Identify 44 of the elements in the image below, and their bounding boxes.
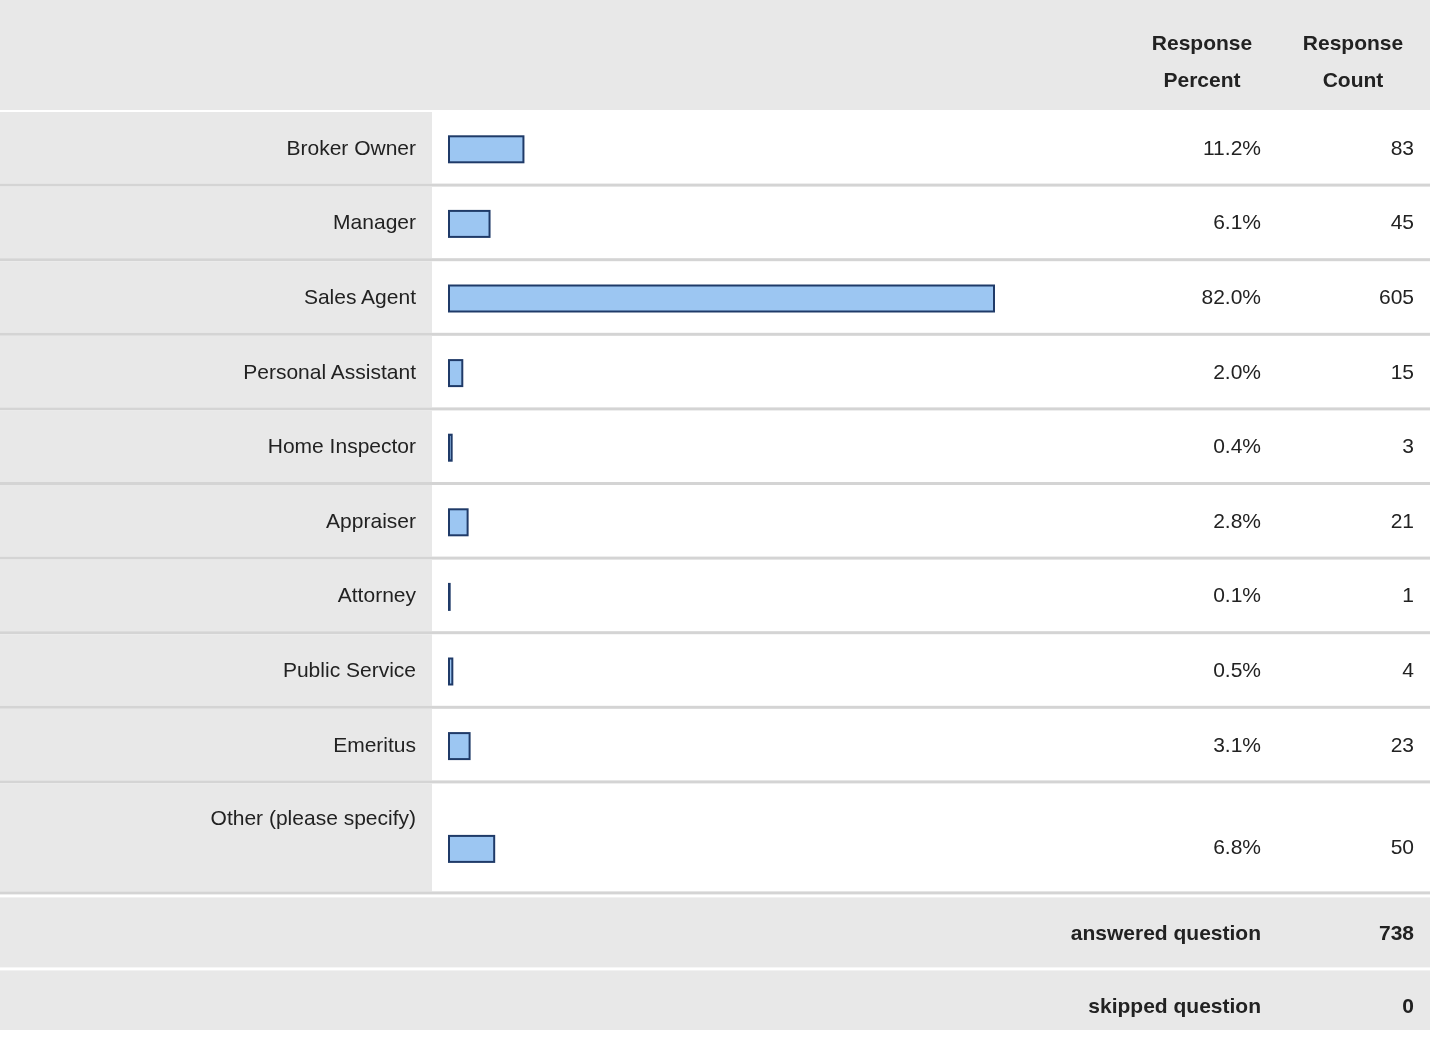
y-tick-label: Home Inspector [267, 434, 416, 458]
data-label: 0.4% [1213, 434, 1261, 458]
bar [448, 657, 454, 686]
data-label: 11.2% [1203, 135, 1261, 159]
bar [448, 135, 525, 164]
bar [448, 209, 491, 238]
y-tick-label: Manager [333, 210, 416, 234]
text: 15 [1390, 359, 1414, 383]
bar [448, 359, 464, 388]
text: 50 [1390, 835, 1414, 859]
bar [448, 732, 471, 761]
data-label: 6.1% [1213, 210, 1261, 234]
y-tick-label: Sales Agent [303, 285, 417, 309]
data-label: 82.0% [1201, 285, 1261, 309]
y-tick-label: Public Service [282, 658, 416, 682]
text: 21 [1390, 508, 1414, 532]
text: 83 [1390, 135, 1414, 159]
y-tick-label: Broker Owner [286, 135, 416, 159]
text: Response Count [1302, 31, 1404, 91]
text: 738 [1378, 920, 1415, 944]
text: 605 [1378, 285, 1414, 309]
data-label: 0.5% [1213, 658, 1261, 682]
data-label: 2.8% [1213, 508, 1261, 532]
y-tick-label: Appraiser [326, 508, 416, 532]
bar [448, 508, 469, 537]
data-label: 2.0% [1213, 359, 1261, 383]
bar [448, 433, 453, 462]
y-tick-label: Attorney [337, 583, 417, 607]
text: skipped question [1088, 993, 1261, 1017]
text: answered question [1070, 920, 1261, 944]
y-tick-label: Other (please specify) [210, 805, 416, 829]
y-tick-label: Personal Assistant [243, 359, 417, 383]
text: 45 [1390, 210, 1414, 234]
text: Response Percent [1151, 31, 1253, 91]
bar [448, 284, 995, 313]
y-tick-label: Emeritus [333, 732, 416, 756]
text: 4 [1402, 658, 1415, 682]
text: 23 [1390, 732, 1414, 756]
text: 3 [1402, 434, 1414, 458]
text: 0 [1402, 993, 1414, 1017]
data-label: 3.1% [1213, 732, 1261, 756]
text: 1 [1402, 583, 1414, 607]
data-label: 0.1% [1213, 583, 1261, 607]
data-label: 6.8% [1213, 835, 1261, 859]
